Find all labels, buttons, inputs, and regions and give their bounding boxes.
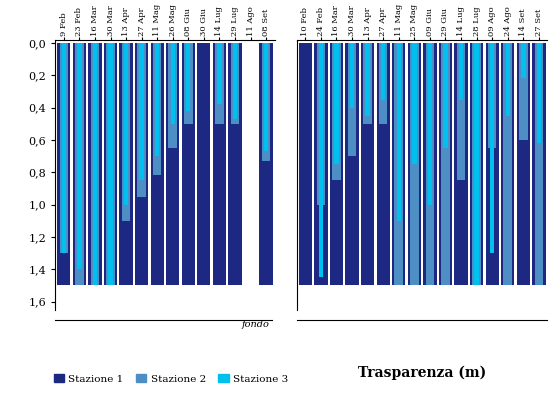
Bar: [423, 43, 436, 285]
Bar: [122, 43, 131, 221]
Bar: [392, 43, 405, 285]
Bar: [197, 43, 211, 285]
Bar: [501, 43, 514, 285]
Bar: [366, 43, 370, 116]
Bar: [332, 43, 341, 180]
Bar: [377, 43, 390, 285]
Bar: [503, 43, 512, 285]
Bar: [104, 43, 117, 285]
Bar: [58, 43, 70, 285]
Bar: [361, 43, 374, 285]
Bar: [426, 43, 434, 285]
Bar: [228, 43, 242, 285]
Bar: [517, 43, 530, 285]
Bar: [346, 43, 359, 285]
Bar: [537, 43, 541, 143]
Bar: [106, 43, 115, 285]
Bar: [444, 43, 448, 148]
Bar: [262, 43, 270, 161]
Bar: [77, 43, 82, 269]
Bar: [93, 43, 97, 285]
Bar: [363, 43, 372, 124]
Bar: [137, 43, 146, 197]
Bar: [519, 43, 528, 140]
Bar: [348, 43, 356, 156]
Bar: [213, 43, 226, 285]
Bar: [457, 43, 465, 180]
Text: fondo: fondo: [241, 320, 269, 329]
Bar: [350, 43, 354, 108]
Bar: [335, 43, 338, 164]
Bar: [215, 43, 224, 124]
Bar: [88, 43, 102, 285]
Bar: [441, 43, 450, 285]
Bar: [488, 43, 497, 148]
Bar: [317, 43, 325, 204]
Bar: [166, 43, 179, 285]
Bar: [259, 43, 273, 285]
Bar: [119, 43, 133, 285]
Bar: [150, 43, 164, 285]
Bar: [319, 43, 323, 278]
Bar: [470, 43, 483, 285]
Bar: [381, 43, 385, 100]
Bar: [490, 43, 494, 253]
Bar: [153, 43, 161, 175]
Bar: [412, 43, 416, 164]
Bar: [408, 43, 421, 285]
Bar: [217, 43, 222, 104]
Bar: [533, 43, 545, 285]
Bar: [184, 43, 192, 124]
Bar: [474, 43, 479, 285]
Bar: [535, 43, 543, 285]
Bar: [62, 43, 66, 253]
Bar: [60, 43, 68, 253]
Text: Trasparenza (m): Trasparenza (m): [358, 366, 486, 380]
Bar: [170, 43, 175, 124]
Bar: [314, 43, 327, 285]
Bar: [299, 43, 312, 285]
Bar: [139, 43, 144, 180]
Bar: [264, 43, 268, 151]
Bar: [505, 43, 510, 116]
Bar: [427, 43, 432, 204]
Bar: [91, 43, 99, 285]
Bar: [455, 43, 468, 285]
Bar: [397, 43, 401, 221]
Bar: [135, 43, 148, 285]
Bar: [439, 43, 452, 285]
Legend: Stazione 1, Stazione 2, Stazione 3: Stazione 1, Stazione 2, Stazione 3: [49, 370, 293, 388]
Bar: [108, 43, 113, 285]
Bar: [486, 43, 499, 285]
Bar: [182, 43, 195, 285]
Bar: [394, 43, 403, 285]
Bar: [459, 43, 463, 100]
Bar: [73, 43, 86, 285]
Bar: [472, 43, 481, 285]
Bar: [186, 43, 190, 111]
Bar: [330, 43, 343, 285]
Bar: [231, 43, 239, 124]
Bar: [124, 43, 128, 204]
Bar: [169, 43, 177, 148]
Bar: [233, 43, 237, 119]
Bar: [410, 43, 419, 285]
Bar: [75, 43, 84, 285]
Bar: [155, 43, 159, 156]
Bar: [521, 43, 525, 79]
Bar: [379, 43, 388, 124]
